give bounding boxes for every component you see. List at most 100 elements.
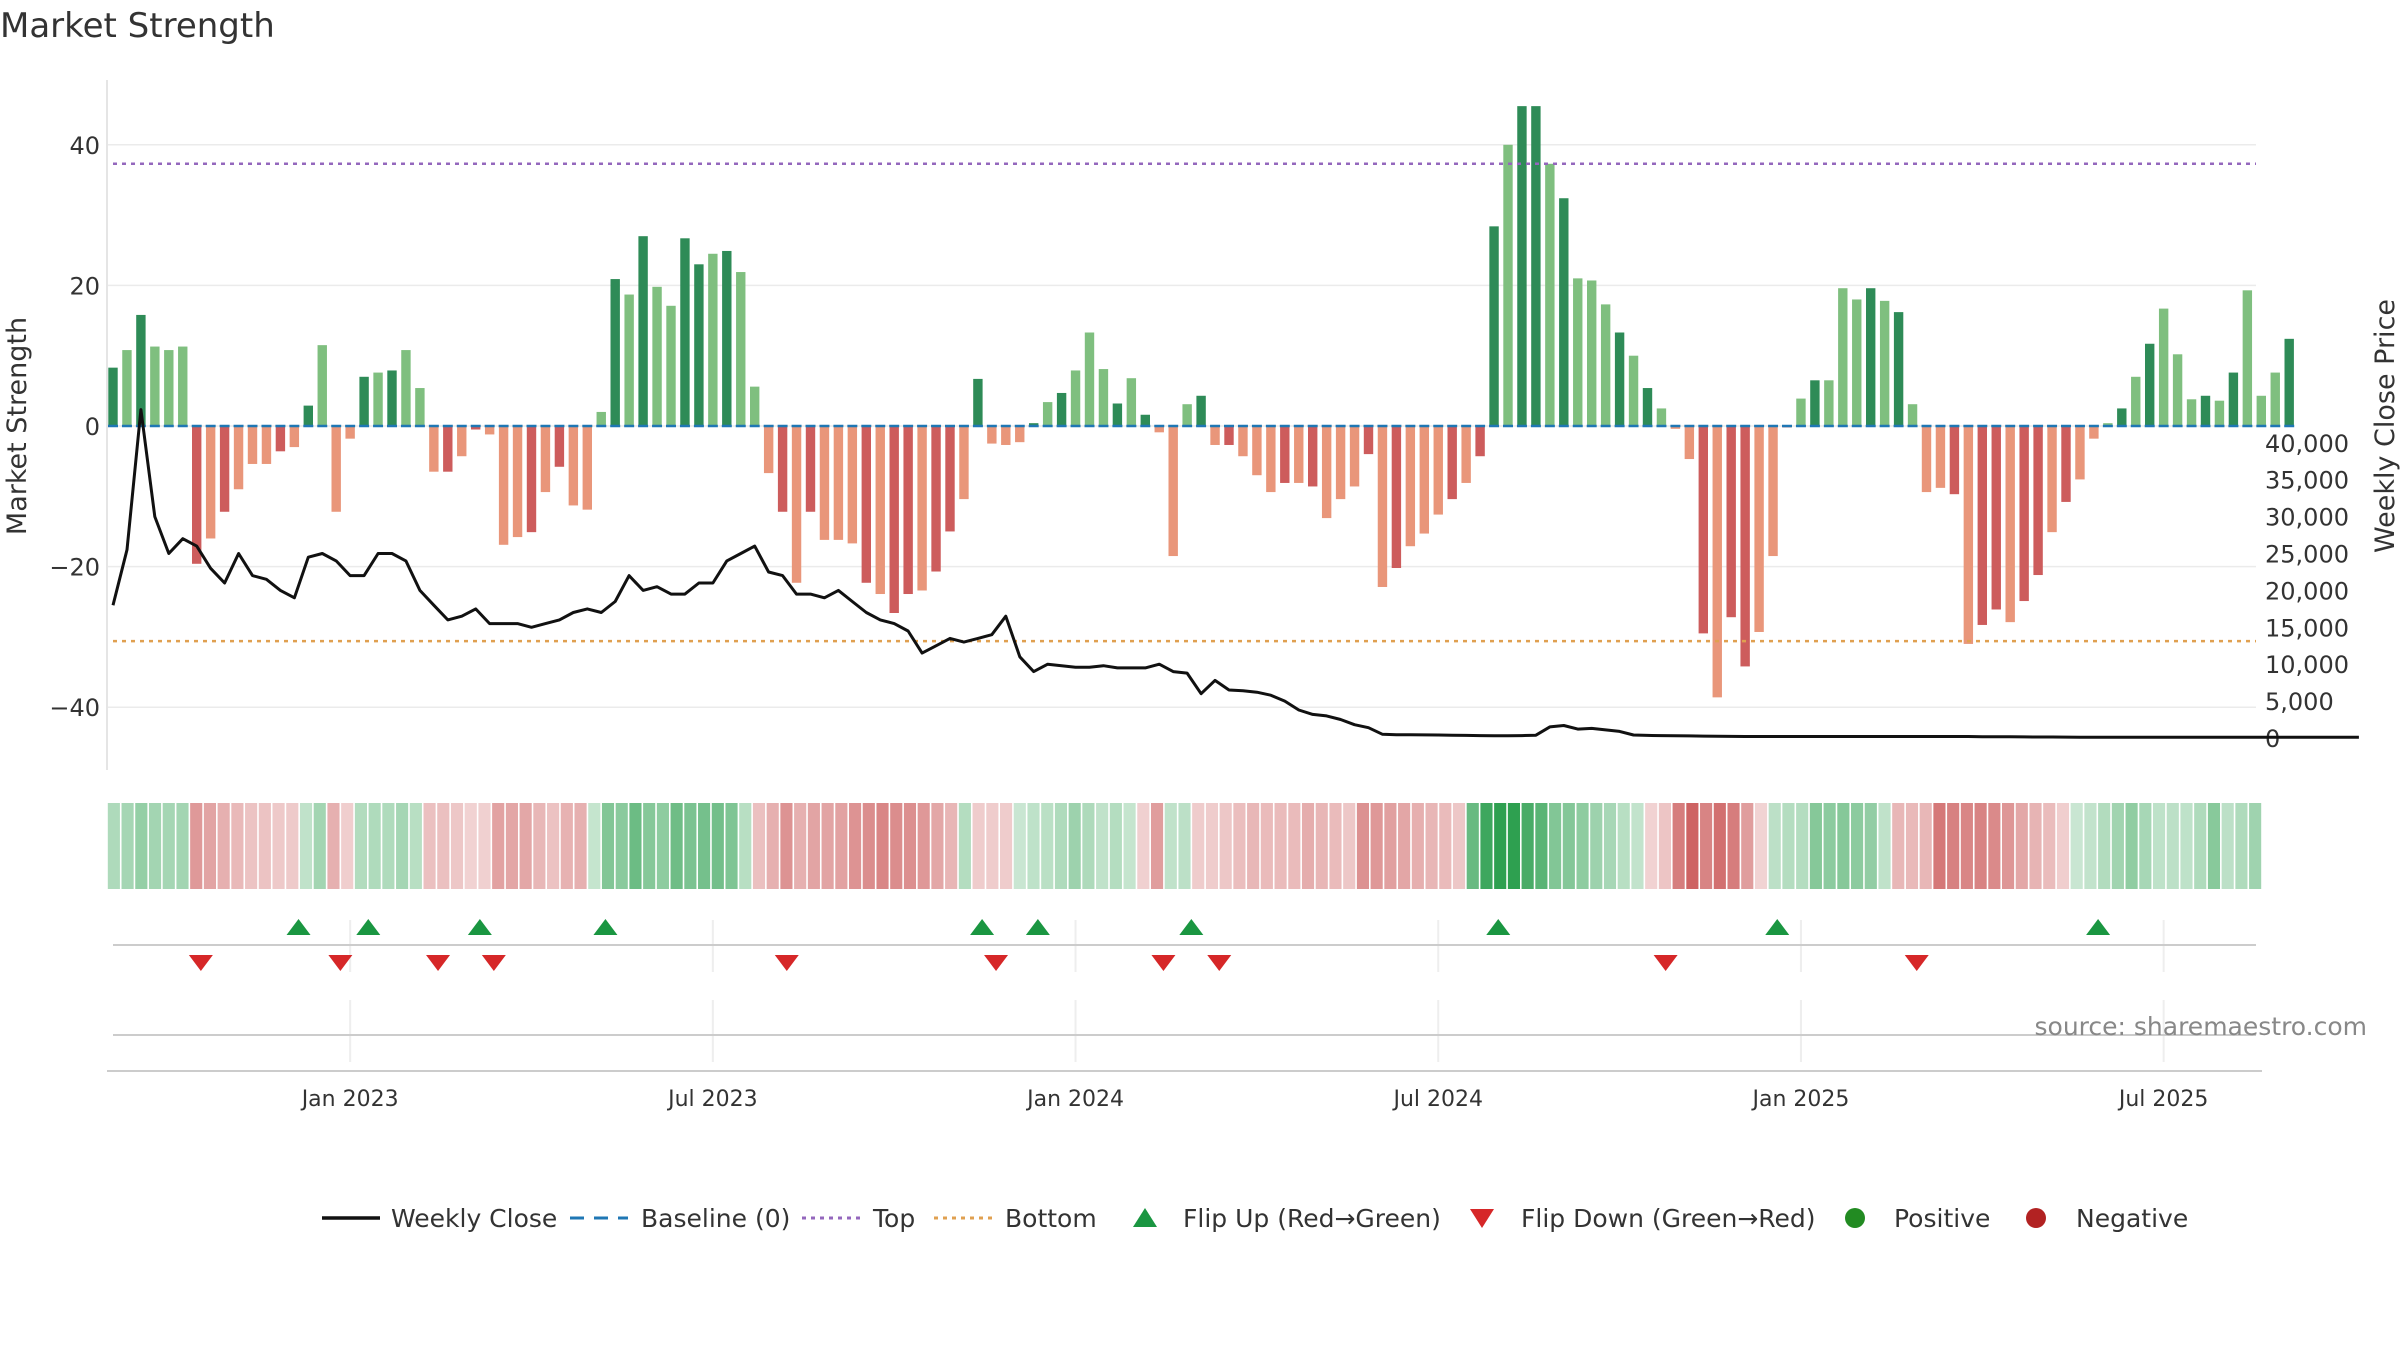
y2-tick-label: 15,000 <box>2265 614 2349 642</box>
strip-cell <box>2180 803 2193 889</box>
strength-bar <box>261 426 272 464</box>
chart-title: Market Strength <box>0 6 275 46</box>
x-tick-label: Jul 2024 <box>1391 1087 1483 1112</box>
strip-cell <box>1398 803 1411 889</box>
strength-bar <box>1712 426 1722 698</box>
strength-bar <box>1698 426 1708 634</box>
strip-cell <box>1864 803 1877 889</box>
strength-bar <box>1879 300 1890 426</box>
strength-bar <box>931 426 941 572</box>
strip-cell <box>162 803 175 889</box>
strip-cell <box>245 803 258 889</box>
strength-bar <box>1182 404 1192 426</box>
strip-cell <box>1754 803 1768 889</box>
x-tick-label: Jan 2023 <box>300 1087 399 1112</box>
strip-cell <box>1892 803 1905 889</box>
strip-cell <box>396 803 409 889</box>
strip-cell <box>2166 803 2179 889</box>
flip-up-marker <box>286 919 311 935</box>
strength-bar <box>1628 355 1639 426</box>
strength-bar <box>1015 426 1025 443</box>
strength-bar <box>108 367 118 426</box>
strip-cell <box>2043 803 2056 889</box>
y-tick-label: 0 <box>85 413 100 441</box>
legend: Weekly Close Baseline (0) Top Bottom Fli… <box>322 1204 2188 1233</box>
strip-cell <box>588 803 601 889</box>
strength-bar <box>401 350 411 426</box>
strength-bar <box>2061 426 2071 502</box>
strip-cell <box>299 803 313 889</box>
strength-bar <box>791 426 802 583</box>
strength-bar <box>2103 423 2113 426</box>
strip-cell <box>1562 803 1575 889</box>
strength-bar <box>736 272 746 426</box>
strip-cell <box>2235 803 2248 889</box>
strip-cell <box>972 803 985 889</box>
strength-bar <box>2256 395 2266 426</box>
strip-cell <box>917 803 930 889</box>
strip-cell <box>1054 803 1068 889</box>
strength-bar <box>2172 354 2183 426</box>
strip-cell <box>148 803 162 889</box>
strip-cell <box>1700 803 1713 889</box>
strip-cell <box>670 803 683 889</box>
strip-cell <box>931 803 944 889</box>
y2-tick-label: 10,000 <box>2265 651 2349 679</box>
strip-cell <box>1425 803 1438 889</box>
left-y-axis: 40 20 0 −20 −40 <box>49 132 100 722</box>
flip-down-marker <box>984 955 1009 971</box>
strip-cell <box>1178 803 1191 889</box>
strength-bar <box>205 426 216 539</box>
flip-down-marker <box>1653 955 1678 971</box>
strip-cell <box>1439 803 1452 889</box>
y-tick-label: 20 <box>69 272 100 300</box>
strip-cell <box>1356 803 1370 889</box>
strength-bar <box>1070 370 1081 426</box>
y-tick-label: −20 <box>49 554 100 582</box>
strength-bar <box>1433 426 1443 515</box>
strength-bar <box>1335 426 1346 500</box>
strength-bar <box>1963 426 1974 644</box>
strength-bar <box>1168 426 1178 557</box>
strip-cell <box>684 803 697 889</box>
x-tick-label: Jul 2025 <box>2117 1087 2209 1112</box>
strength-bar <box>178 346 188 426</box>
strength-bar <box>1517 106 1527 426</box>
strength-bar <box>345 426 355 439</box>
legend-flip-up-icon <box>1133 1208 1157 1227</box>
strength-bar <box>554 426 565 467</box>
strip-cell <box>821 803 834 889</box>
strength-bar <box>2005 426 2015 623</box>
y-tick-label: 40 <box>69 132 100 160</box>
strength-bar <box>1949 426 1960 495</box>
flip-up-marker <box>467 919 492 935</box>
strength-bar <box>2186 399 2197 426</box>
strength-bar <box>889 426 899 613</box>
strength-bar <box>666 305 676 426</box>
strength-bar <box>540 426 551 493</box>
strength-bar <box>819 426 830 540</box>
strip-cell <box>1494 803 1507 889</box>
strength-bar <box>2033 426 2043 576</box>
strip-cell <box>1576 803 1589 889</box>
strength-bar <box>1921 426 1932 493</box>
strip-cell <box>835 803 848 889</box>
strip-cell <box>2139 803 2152 889</box>
strip-cell <box>1631 803 1644 889</box>
strip-cell <box>1713 803 1726 889</box>
strip-cell <box>1782 803 1795 889</box>
strip-cell <box>766 803 779 889</box>
strength-bar <box>219 426 230 512</box>
strip-cell <box>890 803 903 889</box>
strength-bar <box>136 314 146 426</box>
strip-cell <box>1274 803 1287 889</box>
x-tick-label: Jan 2024 <box>1025 1087 1124 1112</box>
strength-bar <box>1489 226 1499 426</box>
strip-cell <box>1370 803 1383 889</box>
strip-cell <box>698 803 711 889</box>
strip-cell <box>601 803 615 889</box>
strength-bar <box>763 426 774 474</box>
strip-cell <box>354 803 367 889</box>
strip-cell <box>1192 803 1205 889</box>
strength-bar <box>1321 426 1332 519</box>
